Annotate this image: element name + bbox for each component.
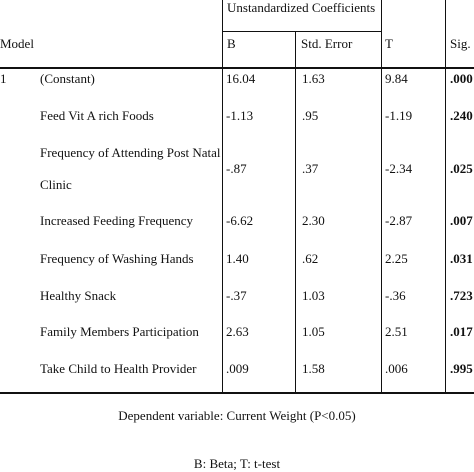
row-se: .37 [302, 161, 319, 176]
row-t: 9.84 [385, 71, 408, 86]
row-t: 2.51 [385, 324, 408, 339]
row-se: 1.03 [302, 288, 325, 303]
row-sig: .017 [450, 324, 473, 339]
row-sig: .240 [450, 108, 473, 123]
col-header-std-error: Std. Error [301, 36, 353, 51]
row-se: 1.05 [302, 324, 325, 339]
row-b: -.87 [226, 161, 247, 176]
row-b: -6.62 [226, 213, 254, 228]
row-b: .009 [226, 361, 249, 376]
row-label: Increased Feeding Frequency [40, 213, 194, 228]
row-sig: .007 [450, 213, 473, 228]
col-header-sig: Sig. [450, 36, 471, 51]
row-sig: .723 [450, 288, 473, 303]
row-label: Healthy Snack [40, 288, 117, 303]
col-header-t: T [385, 36, 393, 51]
header-bottom-rule [0, 67, 474, 69]
row-b: 16.04 [226, 71, 256, 86]
row-b: -.37 [226, 288, 247, 303]
row-t: -2.34 [385, 161, 413, 176]
row-t: -1.19 [385, 108, 413, 123]
row-t: 2.25 [385, 251, 408, 266]
group-header: Unstandardized Coefficients [227, 0, 376, 15]
row-label: Frequency of Washing Hands [40, 251, 194, 266]
row-sig: .025 [450, 161, 473, 176]
row-t: -.36 [385, 288, 406, 303]
dependent-variable-note: Dependent variable: Current Weight (P<0.… [118, 408, 356, 423]
abbreviation-note: B: Beta; T: t-test [193, 456, 281, 471]
col-divider-se [295, 31, 296, 393]
row-label: Take Child to Health Provider [40, 361, 197, 376]
col-header-b: B [227, 36, 236, 51]
row-label: Frequency of Attending Post Natal Clinic [40, 145, 221, 192]
model-number: 1 [0, 71, 7, 86]
col-divider-sig [445, 0, 446, 393]
row-sig: .000 [450, 71, 473, 86]
table-bottom-rule [0, 392, 474, 394]
row-b: -1.13 [226, 108, 254, 123]
row-b: 2.63 [226, 324, 249, 339]
row-t: -2.87 [385, 213, 413, 228]
row-se: 1.63 [302, 71, 325, 86]
row-b: 1.40 [226, 251, 249, 266]
row-label: (Constant) [40, 71, 95, 86]
row-se: .95 [302, 108, 319, 123]
row-sig: .031 [450, 251, 473, 266]
row-label: Family Members Participation [40, 324, 199, 339]
col-divider-b [222, 0, 223, 393]
col-header-model: Model [0, 36, 34, 51]
row-t: .006 [385, 361, 408, 376]
row-sig: .995 [450, 361, 473, 376]
col-divider-t [381, 0, 382, 393]
row-se: 2.30 [302, 213, 325, 228]
row-label: Feed Vit A rich Foods [40, 108, 154, 123]
row-se: 1.58 [302, 361, 325, 376]
row-se: .62 [302, 251, 319, 266]
subheader-rule [222, 31, 382, 32]
